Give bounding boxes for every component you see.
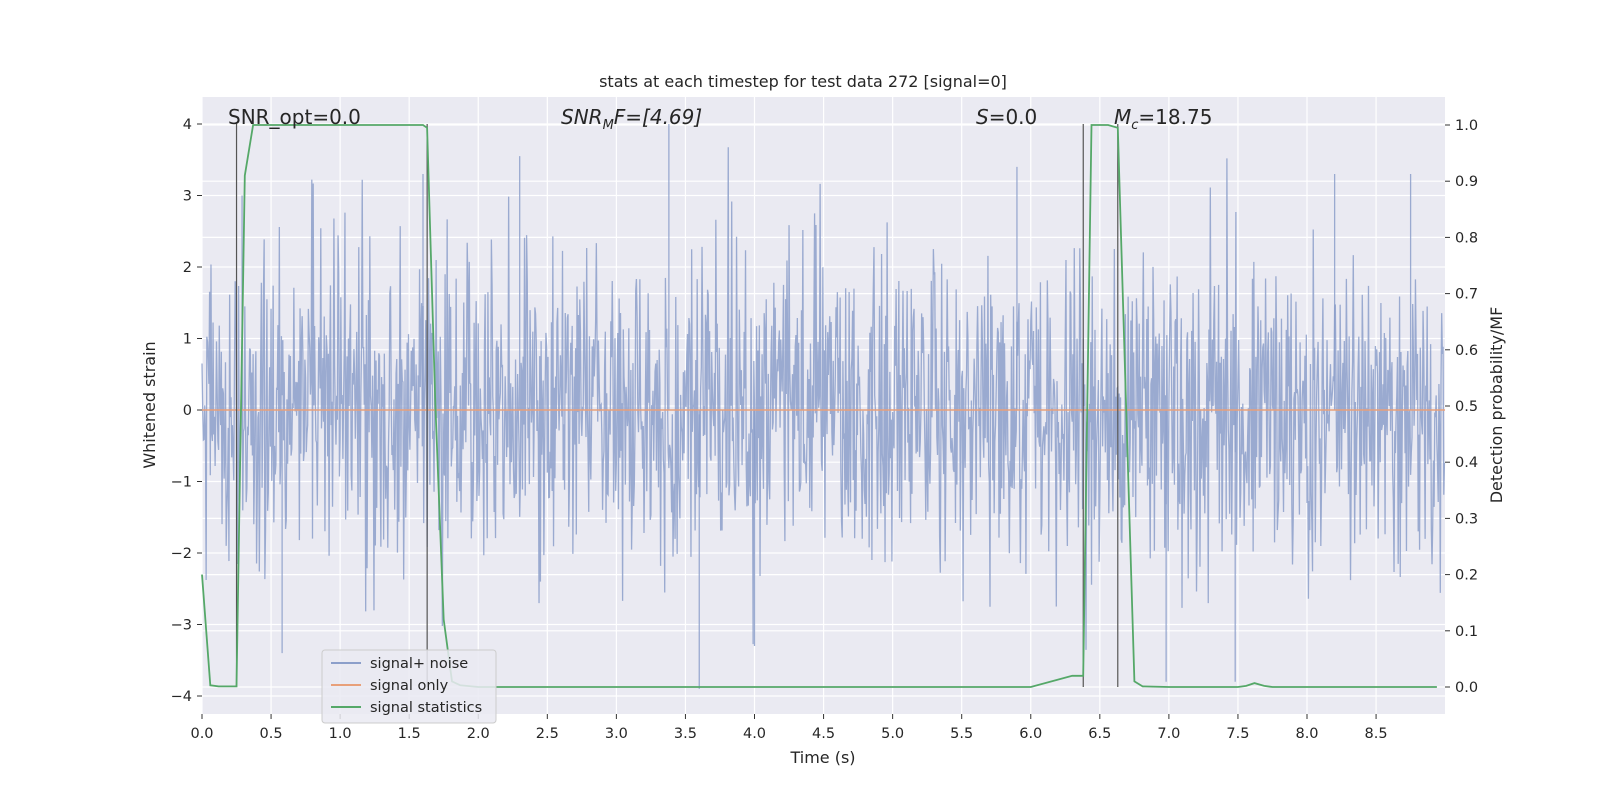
- y2-tick-label: 0.3: [1455, 511, 1478, 527]
- snr-opt-annotation: SNR_opt=0.0: [228, 105, 361, 129]
- x-tick-label: 7.0: [1157, 726, 1180, 742]
- x-tick-label: 4.0: [743, 726, 766, 742]
- x-tick-label: 1.0: [329, 726, 352, 742]
- mc-subscript: c: [1131, 118, 1138, 133]
- snr-mf-value: F=[4.69]: [614, 105, 702, 129]
- y2-tick-label: 1.0: [1455, 118, 1478, 134]
- y-tick-label: 2: [183, 260, 192, 276]
- x-tick-label: 1.5: [398, 726, 421, 742]
- x-tick-label: 2.0: [467, 726, 490, 742]
- y-axis-ticks: 4 3 2 1 0 −1 −2 −3 −4: [171, 117, 202, 705]
- y2-tick-label: 0.4: [1455, 455, 1478, 471]
- y-tick-label: 1: [183, 332, 192, 348]
- y2-tick-label: 0.0: [1455, 680, 1478, 696]
- y-tick-label: 0: [183, 403, 192, 419]
- y-tick-label: −2: [171, 546, 192, 562]
- y2-tick-label: 0.1: [1455, 624, 1478, 640]
- x-tick-label: 4.5: [812, 726, 835, 742]
- x-tick-label: 7.5: [1226, 726, 1249, 742]
- x-tick-label: 6.5: [1088, 726, 1111, 742]
- snr-mf-subscript: M: [603, 118, 614, 133]
- vertical-markers: [235, 124, 1119, 687]
- y2-tick-label: 0.8: [1455, 230, 1478, 246]
- legend-label-signal-only: signal only: [370, 678, 449, 694]
- y2-tick-label: 0.6: [1455, 343, 1478, 359]
- x-tick-label: 6.0: [1019, 726, 1042, 742]
- y-tick-label: 4: [183, 117, 192, 133]
- x-axis-label: Time (s): [789, 748, 855, 767]
- y-axis-label: Whitened strain: [140, 341, 159, 468]
- y2-tick-label: 0.2: [1455, 568, 1478, 584]
- legend-label-noise: signal+ noise: [370, 656, 468, 672]
- signal-noise-series: [201, 124, 1446, 689]
- legend: signal+ noise signal only signal statist…: [321, 649, 497, 724]
- y-tick-label: −3: [171, 618, 192, 634]
- mc-symbol: M: [1114, 105, 1131, 129]
- y-tick-label: 3: [183, 189, 192, 205]
- x-tick-label: 0.5: [260, 726, 283, 742]
- legend-label-statistics: signal statistics: [370, 700, 482, 716]
- x-tick-label: 5.5: [950, 726, 973, 742]
- y2-tick-label: 0.7: [1455, 287, 1478, 303]
- legend-box: [321, 649, 497, 724]
- y2-tick-label: 0.9: [1455, 174, 1478, 190]
- x-tick-label: 0.0: [190, 726, 213, 742]
- y-tick-label: −4: [171, 689, 192, 705]
- mc-annotation: Mc=18.75: [1114, 105, 1212, 133]
- x-tick-label: 5.0: [881, 726, 904, 742]
- x-tick-label: 3.5: [674, 726, 697, 742]
- y2-tick-label: 0.5: [1455, 399, 1478, 415]
- x-tick-label: 2.5: [536, 726, 559, 742]
- x-tick-label: 3.0: [605, 726, 628, 742]
- x-tick-label: 8.5: [1365, 726, 1388, 742]
- snr-mf-annotation: SNRMF=[4.69]: [561, 105, 702, 133]
- y2-axis-label: Detection probability/MF: [1487, 307, 1506, 504]
- signal-noise-line: [201, 147, 1446, 650]
- x-axis-ticks: 0.0 0.5 1.0 1.5 2.0 2.5 3.0 3.5 4.0 4.5 5.0 5.5 6.0 6…: [190, 714, 1388, 742]
- s-value: =0.0: [989, 105, 1038, 129]
- y-tick-label: −1: [171, 475, 192, 491]
- mc-value: =18.75: [1138, 105, 1212, 129]
- chart-title: stats at each timestep for test data 272…: [599, 72, 1007, 91]
- signal-statistics-series: [201, 124, 1437, 688]
- y2-axis-ticks: 1.0 0.9 0.8 0.7 0.6 0.5 0.4 0.3 0.2 0.1 0.0: [1445, 118, 1478, 696]
- s-annotation: S=0.0: [976, 105, 1037, 129]
- x-tick-label: 8.0: [1295, 726, 1318, 742]
- snr-mf-symbol: SNR: [561, 105, 603, 129]
- s-symbol: S: [976, 105, 989, 129]
